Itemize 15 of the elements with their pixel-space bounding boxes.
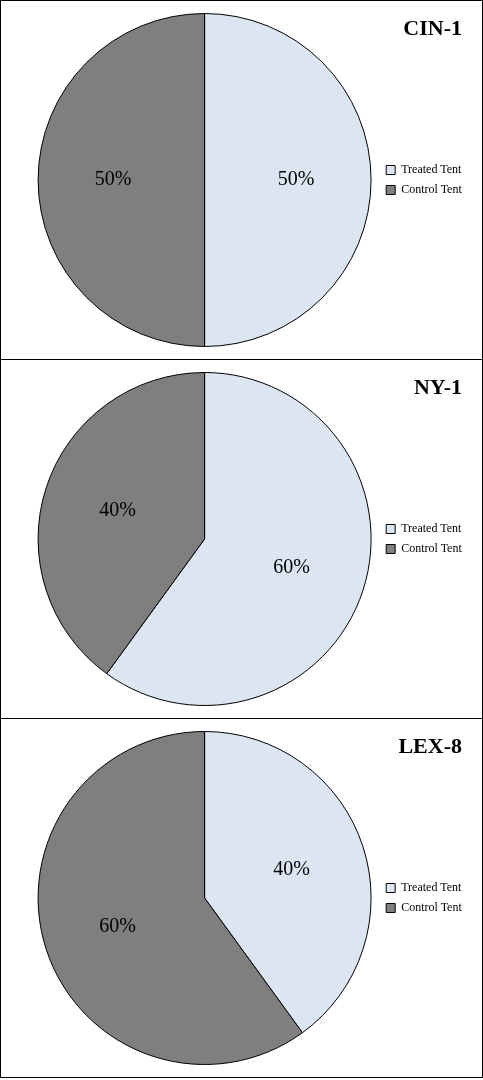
chart-title: CIN-1: [403, 15, 462, 41]
chart-title: NY-1: [413, 374, 462, 400]
data-label: 50%: [277, 167, 315, 190]
legend-label: Control Tent: [401, 182, 463, 197]
data-label: 50%: [94, 167, 132, 190]
legend-label: Treated Tent: [401, 880, 462, 895]
legend-label: Treated Tent: [401, 162, 462, 177]
legend-label: Control Tent: [401, 541, 463, 556]
data-label: 60%: [99, 913, 136, 936]
legend-label: Control Tent: [401, 900, 463, 915]
data-label: 40%: [99, 497, 136, 520]
legend-label: Treated Tent: [401, 521, 462, 536]
data-label: 60%: [273, 554, 311, 577]
data-label: 40%: [273, 856, 311, 879]
chart-title: LEX-8: [398, 733, 462, 759]
